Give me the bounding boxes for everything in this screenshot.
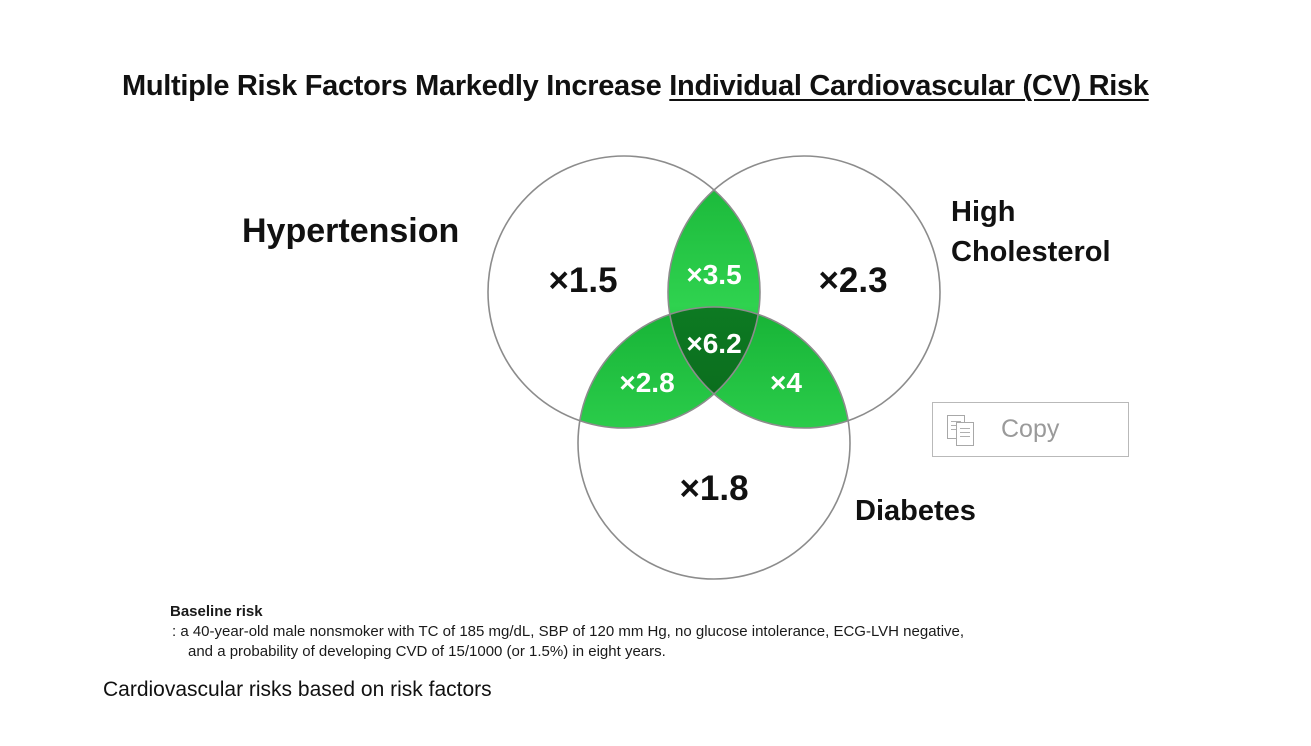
value-hypertension-only: ×1.5: [548, 261, 617, 300]
baseline-heading: Baseline risk: [170, 603, 263, 620]
figure-title: Multiple Risk Factors Markedly Increase …: [122, 70, 1149, 103]
baseline-line-2: and a probability of developing CVD of 1…: [188, 643, 666, 660]
venn-outlines: [487, 155, 941, 580]
circle-diabetes: [577, 306, 851, 580]
set-label-hypertension: Hypertension: [242, 212, 460, 250]
set-label-cholesterol: High Cholesterol: [951, 192, 1111, 272]
venn-fills: [578, 156, 850, 428]
copy-button[interactable]: Copy: [932, 402, 1129, 457]
figure-caption: Cardiovascular risks based on risk facto…: [103, 678, 492, 701]
value-hypertension-diabetes: ×2.8: [619, 367, 674, 398]
region-fill-cholesterol-diabetes: [668, 307, 850, 428]
title-underlined: Individual Cardiovascular (CV) Risk: [669, 70, 1149, 102]
set-label-cholesterol-line2: Cholesterol: [951, 236, 1111, 268]
set-label-diabetes: Diabetes: [855, 495, 976, 527]
value-cholesterol-only: ×2.3: [818, 261, 887, 300]
circle-hypertension: [487, 155, 761, 429]
value-hypertension-cholesterol: ×3.5: [686, 259, 741, 290]
copy-icon: [945, 413, 979, 447]
title-prefix: Multiple Risk Factors Markedly Increase: [122, 70, 670, 102]
value-diabetes-only: ×1.8: [679, 469, 748, 508]
set-label-cholesterol-line1: High: [951, 196, 1016, 228]
baseline-line-1: : a 40-year-old male nonsmoker with TC o…: [172, 623, 965, 640]
venn-region-values: ×1.5 ×2.3 ×1.8 ×3.5 ×2.8 ×4 ×6.2: [548, 259, 887, 508]
value-all-three: ×6.2: [686, 328, 741, 359]
copy-button-label: Copy: [1001, 415, 1060, 443]
region-fill-hypertension-diabetes: [578, 307, 760, 428]
baseline-note: Baseline risk : a 40-year-old male nonsm…: [170, 602, 964, 662]
circle-cholesterol: [667, 155, 941, 429]
value-cholesterol-diabetes: ×4: [770, 367, 802, 398]
